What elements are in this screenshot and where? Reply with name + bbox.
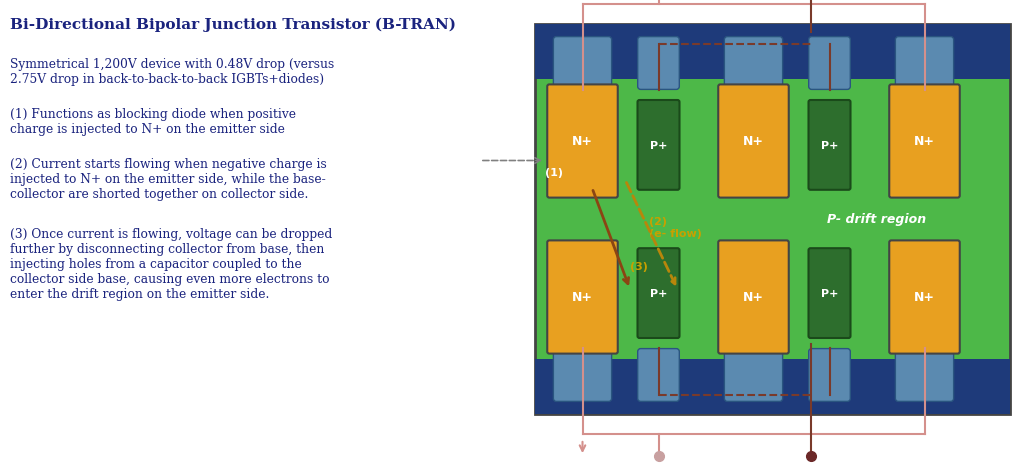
Text: P- drift region: P- drift region — [827, 213, 927, 226]
FancyBboxPatch shape — [809, 101, 851, 190]
Text: (1) Functions as blocking diode when positive
charge is injected to N+ on the em: (1) Functions as blocking diode when pos… — [10, 108, 296, 136]
Text: (2) Current starts flowing when negative charge is
injected to N+ on the emitter: (2) Current starts flowing when negative… — [10, 158, 327, 200]
FancyBboxPatch shape — [724, 38, 782, 90]
FancyBboxPatch shape — [889, 85, 959, 198]
FancyBboxPatch shape — [809, 349, 850, 401]
Text: P+: P+ — [821, 288, 839, 299]
Text: (3) Once current is flowing, voltage can be dropped
further by disconnecting col: (3) Once current is flowing, voltage can… — [10, 227, 332, 300]
Text: N+: N+ — [914, 135, 935, 148]
Text: N+: N+ — [743, 291, 764, 304]
FancyBboxPatch shape — [553, 349, 611, 401]
Bar — [535, 359, 1010, 414]
FancyBboxPatch shape — [718, 241, 788, 354]
Text: N+: N+ — [572, 291, 593, 304]
FancyBboxPatch shape — [547, 241, 617, 354]
Bar — [535, 25, 1010, 414]
Text: N+: N+ — [914, 291, 935, 304]
Text: P+: P+ — [650, 141, 668, 150]
Text: (3): (3) — [630, 261, 648, 271]
Bar — [535, 25, 1010, 80]
FancyBboxPatch shape — [718, 85, 788, 198]
FancyBboxPatch shape — [895, 349, 953, 401]
Text: Symmetrical 1,200V device with 0.48V drop (versus
2.75V drop in back-to-back-to-: Symmetrical 1,200V device with 0.48V dro… — [10, 58, 334, 86]
FancyBboxPatch shape — [809, 249, 851, 338]
Text: N+: N+ — [572, 135, 593, 148]
FancyBboxPatch shape — [638, 101, 680, 190]
FancyBboxPatch shape — [553, 38, 611, 90]
FancyBboxPatch shape — [724, 349, 782, 401]
FancyBboxPatch shape — [889, 241, 959, 354]
FancyBboxPatch shape — [547, 85, 617, 198]
FancyBboxPatch shape — [638, 38, 679, 90]
Text: (2)
(e- flow): (2) (e- flow) — [649, 217, 701, 238]
Text: N+: N+ — [743, 135, 764, 148]
Text: Bi-Directional Bipolar Junction Transistor (B-TRAN): Bi-Directional Bipolar Junction Transist… — [10, 18, 456, 32]
FancyBboxPatch shape — [809, 38, 850, 90]
FancyBboxPatch shape — [895, 38, 953, 90]
Text: P+: P+ — [650, 288, 668, 299]
Text: P+: P+ — [821, 141, 839, 150]
FancyBboxPatch shape — [638, 249, 680, 338]
FancyBboxPatch shape — [638, 349, 679, 401]
Text: (1): (1) — [545, 168, 562, 178]
